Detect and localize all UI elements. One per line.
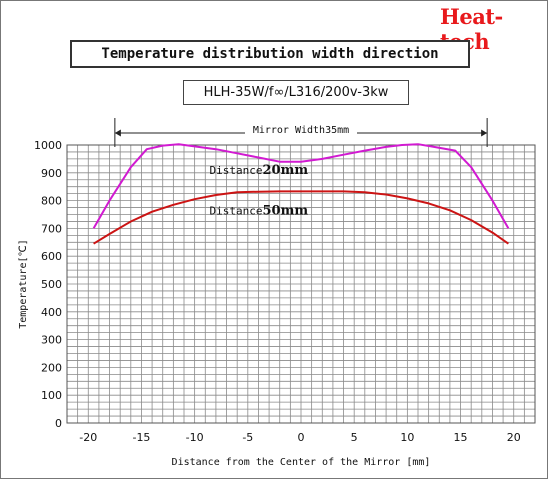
series-label-prefix: Distance [210,164,263,177]
mirror-width-label: Mirror Width35mm [253,125,349,136]
chart-title: Temperature distribution width direction [70,40,470,68]
y-tick-label: 600 [41,250,62,263]
series-label-0: Distance20mm [210,163,309,178]
series-line-1 [93,190,509,245]
plot-border [66,144,536,424]
x-tick-label: -20 [79,431,97,444]
y-tick-label: 1000 [34,139,62,152]
y-tick-label: 500 [41,278,62,291]
y-tick-label: 700 [41,222,62,235]
x-tick-label: -5 [242,431,253,444]
series-label-value: 50mm [263,204,309,219]
mirror-width-label-bg [245,123,357,136]
series-label-1: Distance50mm [210,204,309,219]
y-tick-label: 0 [55,417,62,430]
y-tick-label: 900 [41,167,62,180]
y-axis-title: Temperature[℃] [18,239,29,329]
y-tick-label: 200 [41,361,62,374]
x-tick-label: -15 [132,431,150,444]
x-tick-label: 5 [351,431,358,444]
y-tick-label: 100 [41,389,62,402]
mirror-width-annotation: Mirror Width35mm [114,118,488,147]
x-tick-label: -10 [186,431,204,444]
y-tick-label: 800 [41,195,62,208]
series-line-0 [92,143,510,229]
arrow-right-icon [481,129,488,137]
x-tick-label: 15 [454,431,468,444]
x-tick-label: 20 [507,431,521,444]
chart-subtitle: HLH-35W/f∞/L316/200v-3kw [183,80,409,105]
y-tick-label: 300 [41,334,62,347]
arrow-left-icon [114,129,121,137]
series-label-prefix: Distance [210,205,263,218]
x-axis-title: Distance from the Center of the Mirror [… [172,457,431,468]
y-tick-label: 400 [41,306,62,319]
x-tick-label: 10 [400,431,414,444]
grid [66,144,536,424]
series-label-value: 20mm [263,163,309,178]
x-tick-label: 0 [298,431,305,444]
